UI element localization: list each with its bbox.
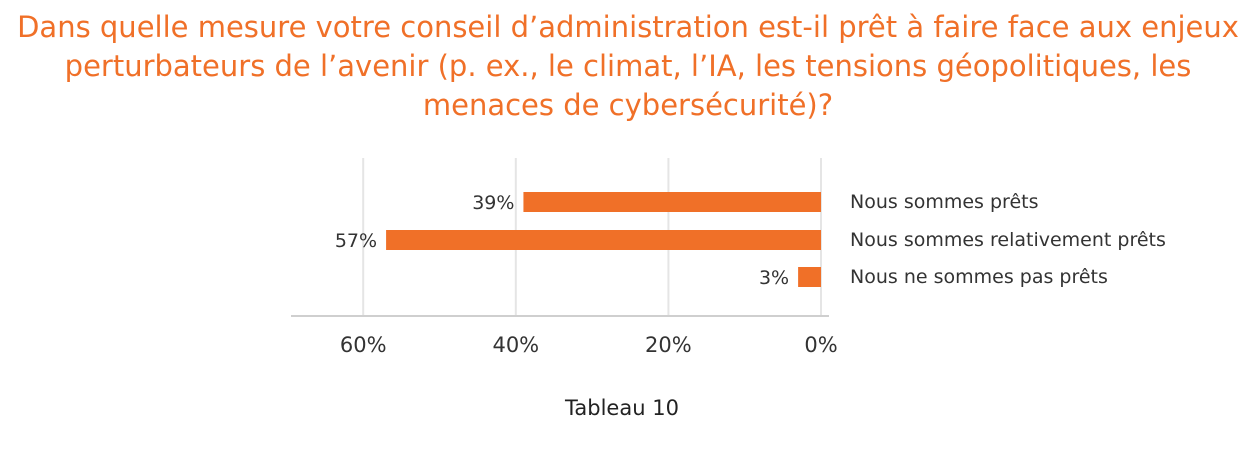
value-labels: 39% 57% 3% bbox=[335, 192, 789, 289]
chart-caption: Tableau 10 bbox=[565, 396, 679, 420]
category-label: Nous sommes prêts bbox=[850, 191, 1038, 213]
category-labels: Nous sommes prêts Nous sommes relativemen… bbox=[850, 191, 1166, 288]
bar bbox=[386, 230, 821, 250]
bars bbox=[386, 192, 821, 287]
category-label: Nous ne sommes pas prêts bbox=[850, 266, 1108, 288]
bar-value-label: 3% bbox=[759, 267, 789, 289]
bar-value-label: 39% bbox=[472, 192, 514, 214]
x-tick-label: 40% bbox=[492, 333, 539, 357]
x-tick-label: 0% bbox=[804, 333, 837, 357]
bar bbox=[798, 267, 821, 287]
bar bbox=[523, 192, 821, 212]
x-tick-label: 20% bbox=[645, 333, 692, 357]
x-tick-label: 60% bbox=[340, 333, 387, 357]
x-axis-ticks: 60% 40% 20% 0% bbox=[340, 333, 838, 357]
bar-value-label: 57% bbox=[335, 230, 377, 252]
chart-title: Dans quelle mesure votre conseil d’admin… bbox=[17, 10, 1239, 122]
category-label: Nous sommes relativement prêts bbox=[850, 229, 1166, 251]
